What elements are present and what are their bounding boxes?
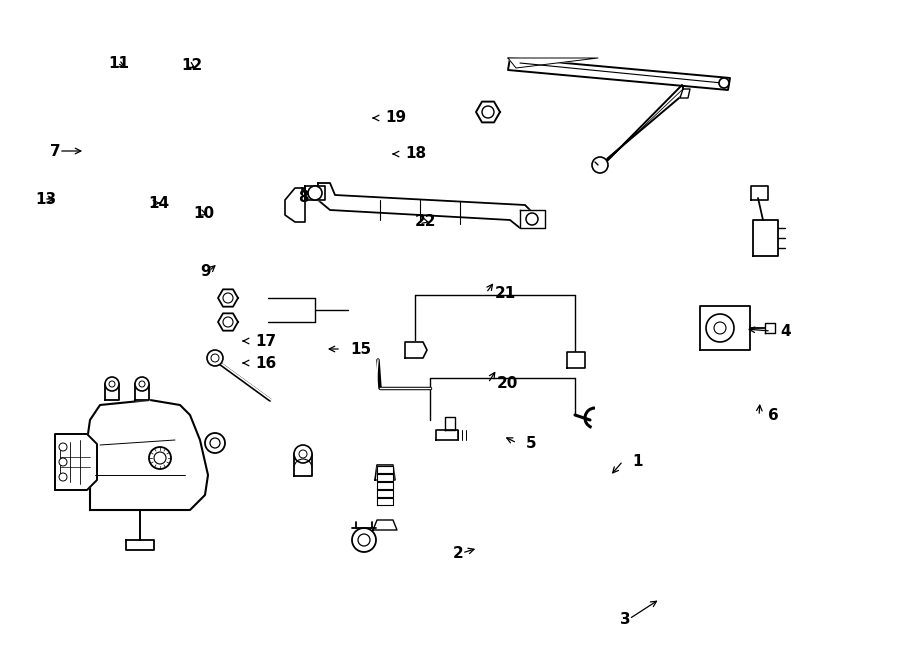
Polygon shape — [377, 482, 393, 489]
Text: 21: 21 — [495, 286, 517, 301]
Text: 15: 15 — [350, 342, 371, 356]
Polygon shape — [680, 89, 690, 98]
Text: 14: 14 — [148, 196, 169, 210]
Polygon shape — [600, 85, 685, 168]
Text: 17: 17 — [255, 334, 276, 348]
Polygon shape — [373, 520, 397, 530]
Polygon shape — [294, 454, 312, 476]
Circle shape — [223, 317, 233, 327]
Circle shape — [706, 314, 734, 342]
Circle shape — [149, 447, 171, 469]
Circle shape — [59, 473, 67, 481]
Circle shape — [719, 78, 729, 88]
Circle shape — [207, 350, 223, 366]
Polygon shape — [567, 352, 585, 368]
Circle shape — [358, 534, 370, 546]
Circle shape — [59, 443, 67, 451]
Polygon shape — [445, 417, 455, 430]
Text: 13: 13 — [35, 192, 56, 206]
Circle shape — [308, 186, 322, 200]
Text: 19: 19 — [385, 110, 406, 126]
Polygon shape — [753, 220, 778, 256]
Polygon shape — [436, 430, 458, 440]
Polygon shape — [751, 186, 768, 200]
Circle shape — [526, 213, 538, 225]
Polygon shape — [765, 323, 775, 333]
Polygon shape — [405, 342, 427, 358]
Circle shape — [205, 433, 225, 453]
Circle shape — [299, 450, 307, 458]
Circle shape — [109, 381, 115, 387]
Polygon shape — [508, 58, 598, 68]
Text: 11: 11 — [108, 56, 129, 71]
Text: 6: 6 — [768, 408, 778, 424]
Text: 4: 4 — [780, 323, 790, 338]
Text: 5: 5 — [526, 436, 536, 451]
Polygon shape — [377, 490, 393, 497]
Circle shape — [210, 438, 220, 448]
Circle shape — [352, 528, 376, 552]
Polygon shape — [135, 384, 149, 400]
Circle shape — [592, 157, 608, 173]
Text: 22: 22 — [415, 214, 436, 229]
Polygon shape — [377, 498, 393, 505]
Polygon shape — [377, 466, 393, 473]
Circle shape — [105, 377, 119, 391]
Text: 9: 9 — [200, 264, 211, 278]
Polygon shape — [305, 186, 325, 200]
Polygon shape — [377, 474, 393, 481]
Text: 1: 1 — [632, 453, 643, 469]
Text: 16: 16 — [255, 356, 276, 371]
Circle shape — [135, 377, 149, 391]
Polygon shape — [105, 384, 119, 400]
Polygon shape — [218, 290, 238, 307]
Text: 8: 8 — [298, 190, 309, 206]
Polygon shape — [375, 465, 395, 480]
Circle shape — [154, 452, 166, 464]
Text: 3: 3 — [620, 611, 631, 627]
Circle shape — [211, 354, 219, 362]
Polygon shape — [520, 210, 545, 228]
Text: 10: 10 — [193, 206, 214, 221]
Polygon shape — [126, 540, 154, 550]
Polygon shape — [508, 58, 730, 90]
Polygon shape — [218, 313, 238, 330]
Polygon shape — [700, 306, 750, 350]
Polygon shape — [476, 102, 500, 122]
Polygon shape — [55, 434, 97, 490]
Text: 2: 2 — [453, 545, 464, 561]
Polygon shape — [318, 183, 535, 228]
Circle shape — [59, 458, 67, 466]
Text: 18: 18 — [405, 147, 426, 161]
Text: 12: 12 — [181, 58, 202, 73]
Circle shape — [294, 445, 312, 463]
Circle shape — [482, 106, 494, 118]
Circle shape — [139, 381, 145, 387]
Polygon shape — [85, 400, 208, 510]
Polygon shape — [285, 188, 305, 222]
Text: 7: 7 — [50, 143, 60, 159]
Text: 20: 20 — [497, 375, 518, 391]
Circle shape — [714, 322, 726, 334]
Circle shape — [223, 293, 233, 303]
